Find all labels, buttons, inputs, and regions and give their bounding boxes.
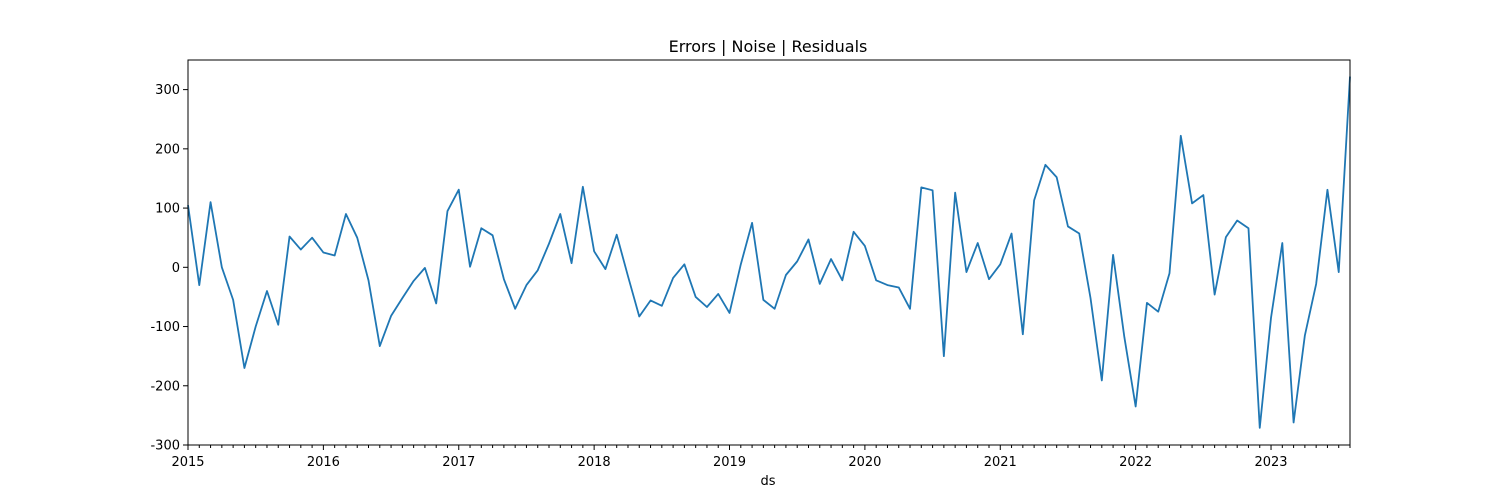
y-tick-label: 100 xyxy=(155,202,180,217)
x-tick-label: 2015 xyxy=(171,455,204,470)
x-tick-label: 2017 xyxy=(442,455,475,470)
residuals-series-line xyxy=(187,76,1351,429)
series-layer xyxy=(187,76,1351,429)
plot-frame xyxy=(187,59,1351,446)
x-tick-label: 2021 xyxy=(984,455,1017,470)
y-tick-label: 0 xyxy=(172,261,180,276)
y-tick-label: -300 xyxy=(150,439,180,454)
x-tick-label: 2020 xyxy=(848,455,881,470)
y-axis: -300 -200 -100 0 100 200 300 xyxy=(150,83,188,454)
chart-title: Errors | Noise | Residuals xyxy=(669,37,868,56)
x-tick-label: 2022 xyxy=(1119,455,1152,470)
y-tick-label: -200 xyxy=(150,379,180,394)
y-tick-label: 200 xyxy=(155,142,180,157)
x-tick-label: 2023 xyxy=(1254,455,1287,470)
x-tick-label: 2016 xyxy=(307,455,340,470)
x-tick-label: 2018 xyxy=(578,455,611,470)
x-axis: 2015 2016 2017 2018 2019 2020 2021 2022 2023 xyxy=(171,445,1351,470)
x-axis-label: ds xyxy=(760,474,775,489)
y-tick-label: 300 xyxy=(155,83,180,98)
x-tick-label: 2019 xyxy=(713,455,746,470)
y-tick-label: -100 xyxy=(150,320,180,335)
